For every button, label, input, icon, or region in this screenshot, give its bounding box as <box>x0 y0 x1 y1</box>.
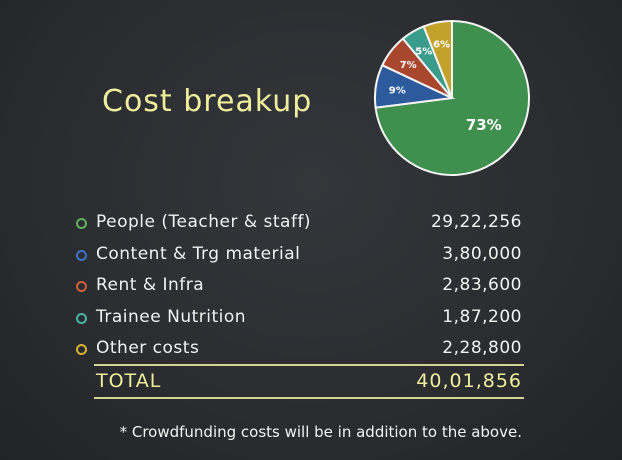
divider-bottom <box>94 397 524 399</box>
divider-top <box>94 364 524 366</box>
bullet-circle-icon <box>76 281 87 292</box>
cost-row: Content & Trg material 3,80,000 <box>76 244 522 268</box>
cost-value: 2,83,600 <box>442 275 522 295</box>
cost-row: Other costs 2,28,800 <box>76 338 522 362</box>
cost-value: 2,28,800 <box>442 338 522 358</box>
bullet-circle-icon <box>76 249 87 261</box>
total-row: TOTAL 40,01,856 <box>96 370 522 392</box>
footnote: * Crowdfunding costs will be in addition… <box>119 423 522 441</box>
pie-data-label: 5% <box>415 46 432 57</box>
bullet-circle-icon <box>76 344 87 355</box>
cost-label: People (Teacher & staff) <box>96 212 312 232</box>
pie-data-label: 9% <box>389 85 406 96</box>
pie-data-label: 73% <box>466 116 502 134</box>
bullet-circle-icon <box>76 312 87 324</box>
cost-label: Trainee Nutrition <box>96 306 247 327</box>
cost-label: Other costs <box>96 338 200 358</box>
cost-label: Content & Trg material <box>96 243 301 264</box>
pie-slice <box>422 19 453 99</box>
cost-row: Trainee Nutrition 1,87,200 <box>76 307 522 331</box>
total-label: TOTAL <box>96 370 162 392</box>
pie-chart: 73% 9% 7% 5%6% <box>374 19 530 176</box>
slide-title: Cost breakup <box>102 84 313 119</box>
cost-row: People (Teacher & staff) 29,22,256 <box>76 212 522 236</box>
cost-row: Rent & Infra 2,83,600 <box>76 275 522 299</box>
cost-value: 3,80,000 <box>442 243 522 264</box>
cost-value: 1,87,200 <box>442 306 522 327</box>
cost-label: Rent & Infra <box>96 275 205 295</box>
total-value: 40,01,856 <box>416 370 522 392</box>
pie-data-label: 6% <box>433 40 450 51</box>
bullet-circle-icon <box>76 218 87 229</box>
cost-value: 29,22,256 <box>430 212 522 232</box>
pie-data-label: 7% <box>400 60 417 71</box>
